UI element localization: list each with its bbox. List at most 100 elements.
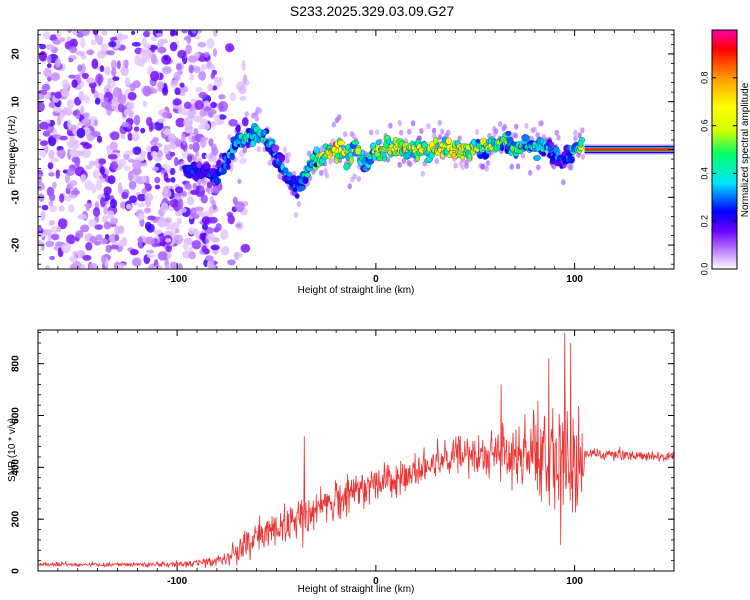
heatmap-cell bbox=[80, 37, 86, 48]
heatmap-cell bbox=[38, 101, 45, 113]
heatmap-cell bbox=[77, 121, 83, 126]
heatmap-cell bbox=[224, 43, 235, 53]
heatmap-cell bbox=[80, 174, 87, 183]
heatmap-cell bbox=[169, 41, 178, 52]
heatmap-cell bbox=[130, 82, 136, 92]
heatmap-cell bbox=[434, 158, 439, 165]
heatmap-cell bbox=[192, 156, 198, 163]
heatmap-cell bbox=[208, 216, 218, 224]
x-tick-label: 0 bbox=[373, 576, 379, 587]
heatmap-cell bbox=[90, 39, 97, 46]
heatmap-cell bbox=[57, 149, 66, 159]
heatmap-cell bbox=[193, 128, 199, 136]
heatmap-cell bbox=[69, 255, 78, 263]
heatmap-cell bbox=[58, 135, 68, 141]
heatmap-cell bbox=[188, 64, 194, 74]
heatmap-cell bbox=[505, 130, 512, 136]
heatmap-cell bbox=[218, 94, 226, 100]
heatmap-cell bbox=[150, 150, 158, 158]
heatmap-cell bbox=[127, 158, 135, 163]
heatmap-cell bbox=[285, 157, 290, 164]
heatmap-cell bbox=[200, 63, 207, 72]
heatmap-cell bbox=[89, 235, 98, 244]
heatmap-cell bbox=[163, 55, 169, 61]
heatmap-cell bbox=[105, 234, 110, 239]
heatmap-cell bbox=[211, 85, 218, 91]
heatmap-cell bbox=[144, 207, 152, 214]
heatmap-cell bbox=[206, 260, 215, 269]
heatmap-cell bbox=[296, 200, 302, 207]
heatmap-cell bbox=[90, 84, 96, 94]
heatmap-cell bbox=[77, 249, 86, 259]
heatmap-cell bbox=[87, 219, 98, 228]
heatmap-cell bbox=[41, 83, 51, 92]
heatmap-cell bbox=[189, 74, 195, 81]
heatmap-cell bbox=[146, 253, 156, 259]
heatmap-cell bbox=[143, 30, 150, 38]
heatmap-cell bbox=[174, 87, 181, 96]
heatmap-cell bbox=[94, 224, 103, 231]
heatmap-cell bbox=[192, 141, 200, 153]
heatmap-cell bbox=[38, 181, 45, 191]
heatmap-cell bbox=[267, 159, 273, 166]
heatmap-cell bbox=[177, 198, 184, 210]
heatmap-cell bbox=[337, 114, 342, 121]
heatmap-cell bbox=[70, 189, 81, 196]
heatmap-cell bbox=[94, 97, 101, 105]
heatmap-cell bbox=[127, 91, 137, 101]
heatmap-cell bbox=[128, 195, 138, 204]
heatmap-cell bbox=[43, 68, 52, 78]
heatmap-cell bbox=[351, 140, 360, 146]
heatmap-cell bbox=[93, 90, 99, 99]
heatmap-cell bbox=[205, 255, 214, 262]
heatmap-cell bbox=[66, 167, 75, 176]
heatmap-cell bbox=[239, 95, 247, 101]
heatmap-cell bbox=[82, 94, 90, 104]
heatmap-cell bbox=[85, 242, 93, 251]
heatmap-cell bbox=[168, 133, 176, 143]
heatmap-cell bbox=[107, 175, 116, 185]
heatmap-cell bbox=[49, 255, 55, 261]
heatmap-cell bbox=[297, 185, 306, 192]
heatmap-cell bbox=[103, 96, 109, 103]
heatmap-cell bbox=[127, 110, 135, 116]
heatmap-cell bbox=[445, 137, 452, 145]
heatmap-cell bbox=[481, 163, 486, 170]
heatmap-cell bbox=[53, 105, 62, 113]
heatmap-cell bbox=[199, 136, 207, 148]
heatmap-cell bbox=[351, 133, 357, 140]
heatmap-cell bbox=[101, 215, 109, 224]
heatmap-cell bbox=[220, 245, 230, 256]
heatmap-cell bbox=[381, 151, 387, 158]
heatmap-cell bbox=[127, 133, 133, 141]
heatmap-cell bbox=[188, 226, 195, 235]
heatmap-cell bbox=[38, 93, 45, 100]
heatmap-cell bbox=[134, 54, 141, 66]
heatmap-cell bbox=[209, 152, 214, 159]
heatmap-cell bbox=[218, 114, 227, 120]
heatmap-cell bbox=[100, 101, 110, 109]
heatmap-cell bbox=[199, 185, 204, 192]
heatmap-cell bbox=[165, 244, 172, 253]
heatmap-cell bbox=[397, 161, 402, 168]
heatmap-cell bbox=[48, 172, 55, 177]
heatmap-cell bbox=[59, 193, 65, 203]
heatmap-cell bbox=[140, 162, 148, 167]
heatmap-cell bbox=[100, 255, 106, 264]
heatmap-cell bbox=[117, 93, 127, 105]
heatmap-cell bbox=[561, 179, 566, 186]
heatmap-cell bbox=[109, 141, 118, 151]
heatmap-cell bbox=[467, 153, 472, 162]
heatmap-cell bbox=[228, 118, 238, 127]
heatmap-cell bbox=[198, 91, 208, 99]
heatmap-cell bbox=[81, 72, 89, 80]
heatmap-cell bbox=[194, 151, 200, 158]
heatmap-cell bbox=[86, 49, 95, 56]
colorbar: 0.0 0.2 0.4 0.6 0.8 Normalized spectral ampl… bbox=[699, 29, 750, 275]
heatmap-cell bbox=[84, 180, 94, 191]
y-tick-label: 10 bbox=[11, 96, 22, 108]
heatmap-cell bbox=[67, 204, 75, 213]
heatmap-cell bbox=[55, 169, 60, 179]
heatmap-cell bbox=[106, 50, 115, 56]
